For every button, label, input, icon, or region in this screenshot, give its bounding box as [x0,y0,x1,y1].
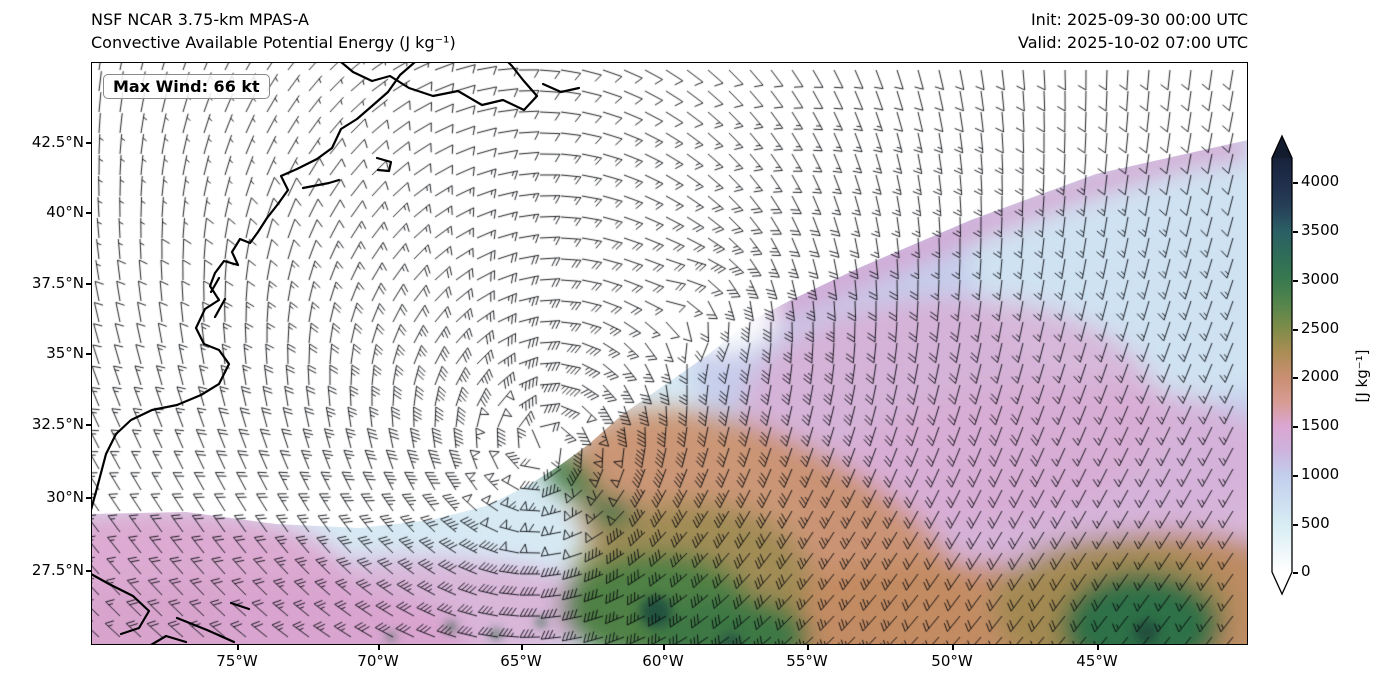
init-time-label: Init: 2025-09-30 00:00 UTC [1030,10,1248,29]
colorbar-tick-label: 2000 [1301,367,1340,385]
wind-barbs-layer [91,62,1248,645]
colorbar-tick-label: 1500 [1301,416,1340,434]
colorbar-under-arrow [1272,572,1292,594]
colorbar-tick-label: 0 [1301,562,1311,580]
colorbar-tick-label: 3500 [1301,221,1340,239]
lat-tick-label: 32.5°N [31,415,84,433]
lon-tick-label: 60°W [642,652,684,670]
axis-tick-mark [1293,280,1298,282]
colorbar [1271,134,1293,596]
axis-tick-mark [85,424,91,426]
colorbar-tick-label: 1000 [1301,465,1340,483]
axis-tick-mark [807,645,809,650]
axis-tick-mark [952,645,954,650]
lat-tick-label: 27.5°N [31,561,84,579]
lat-tick-label: 30°N [46,488,84,506]
colorbar-gradient [1272,158,1292,572]
axis-tick-mark [663,645,665,650]
axis-tick-mark [521,645,523,650]
lat-tick-label: 42.5°N [31,133,84,151]
lon-tick-label: 75°W [216,652,258,670]
axis-tick-mark [237,645,239,650]
lat-tick-label: 35°N [46,344,84,362]
axis-tick-mark [1293,475,1298,477]
lon-tick-label: 50°W [931,652,973,670]
max-wind-badge: Max Wind: 66 kt [103,74,270,99]
axis-tick-mark [85,570,91,572]
axis-tick-mark [85,283,91,285]
axis-tick-mark [1293,524,1298,526]
lon-tick-label: 70°W [357,652,399,670]
axis-tick-mark [1293,426,1298,428]
lat-tick-label: 37.5°N [31,274,84,292]
lon-tick-label: 65°W [500,652,542,670]
axis-tick-mark [378,645,380,650]
lon-tick-label: 55°W [786,652,828,670]
colorbar-tick-label: 500 [1301,514,1330,532]
axis-tick-mark [1293,231,1298,233]
colorbar-tick-label: 4000 [1301,172,1340,190]
axis-tick-mark [1097,645,1099,650]
valid-time-label: Valid: 2025-10-02 07:00 UTC [1017,33,1248,52]
axis-tick-mark [85,497,91,499]
axis-tick-mark [85,142,91,144]
axis-tick-mark [1293,329,1298,331]
field-title: Convective Available Potential Energy (J… [91,33,456,52]
axis-tick-mark [1293,572,1298,574]
colorbar-tick-label: 3000 [1301,270,1340,288]
colorbar-unit-label: [J kg⁻¹] [1353,349,1371,403]
lon-tick-label: 45°W [1076,652,1118,670]
colorbar-over-arrow [1272,136,1292,158]
axis-tick-mark [85,353,91,355]
lat-tick-label: 40°N [46,203,84,221]
axis-tick-mark [1293,377,1298,379]
axis-tick-mark [1293,182,1298,184]
model-title: NSF NCAR 3.75-km MPAS-A [91,10,309,29]
axis-tick-mark [85,212,91,214]
colorbar-tick-label: 2500 [1301,319,1340,337]
